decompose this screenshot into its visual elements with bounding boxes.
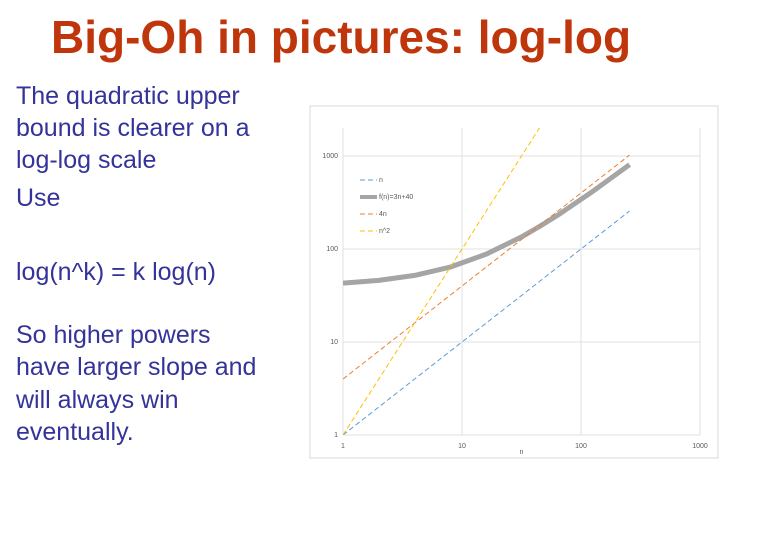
y-tick-label: 100 [326, 246, 338, 253]
legend-label: n [379, 177, 383, 184]
y-tick-label: 1 [334, 432, 338, 439]
plot-area [343, 128, 632, 435]
slide-title: Big-Oh in pictures: log-log [51, 11, 632, 63]
x-tick-label: 100 [575, 443, 587, 450]
series-line [343, 128, 541, 435]
body-line: have larger slope and [16, 353, 257, 381]
body-line: The quadratic upper [16, 82, 240, 110]
x-axis-label: n [520, 449, 524, 456]
legend-label: n^2 [379, 228, 390, 235]
x-tick-label: 1 [341, 443, 345, 450]
y-tick-label: 1000 [322, 153, 338, 160]
body-line: bound is clearer on a [16, 114, 250, 142]
body-line: So higher powers [16, 321, 211, 349]
body-line: log(n^k) = k log(n) [16, 258, 216, 286]
body-line: Use [16, 184, 61, 212]
y-tick-label: 10 [330, 339, 338, 346]
legend-label: f(n)=3n+40 [379, 194, 413, 201]
body-line: log-log scale [16, 146, 157, 174]
body-line: eventually. [16, 418, 134, 446]
x-tick-label: 10 [458, 443, 466, 450]
body-line: will always win [16, 386, 179, 414]
series-line [343, 210, 630, 435]
series-line [343, 154, 630, 380]
legend-label: 4n [379, 211, 387, 218]
x-tick-label: 1000 [692, 443, 708, 450]
series-line [343, 162, 632, 286]
